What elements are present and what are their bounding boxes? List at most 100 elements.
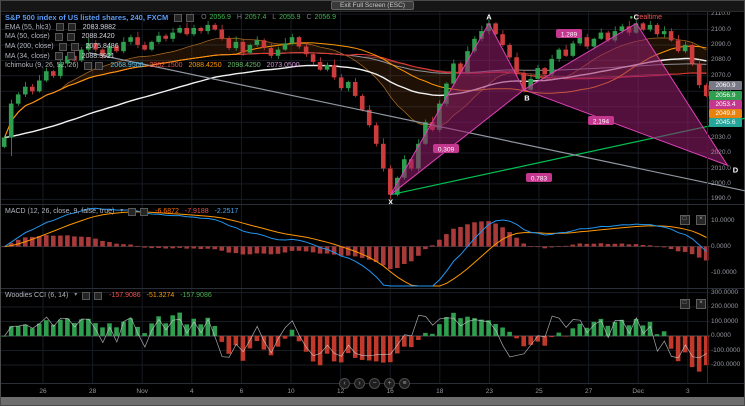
eye-icon[interactable] — [54, 52, 63, 61]
time-axis-label: 27 — [584, 388, 593, 395]
ichimoku-value: 2068.9500 — [110, 62, 144, 70]
indicator-label[interactable]: MA (200, close) — [5, 43, 54, 51]
chevron-down-icon[interactable]: ▾ — [120, 208, 124, 214]
maximize-pane-icon[interactable]: □ — [679, 299, 690, 309]
svg-text:0.783: 0.783 — [531, 176, 548, 183]
eye-icon[interactable] — [83, 61, 92, 70]
indicator-label[interactable]: Ichimoku (9, 26, 52, 26) — [5, 62, 79, 70]
ichimoku-legend-row: Ichimoku (9, 26, 52, 26) 2068.9500 2062.… — [5, 61, 336, 71]
cci-axis-tick: 0.0000 — [711, 332, 731, 339]
price-axis-tick: 2010.0 — [711, 164, 731, 172]
macd-chart-canvas[interactable] — [1, 205, 710, 288]
svg-text:D: D — [733, 165, 739, 174]
time-axis-label: 25 — [535, 388, 543, 395]
eye-icon[interactable] — [58, 42, 67, 51]
cci-chart-canvas[interactable] — [1, 289, 710, 383]
ma34-legend-row: MA (34, close) 2088.3921 — [5, 52, 336, 62]
indicator-label[interactable]: Woodies CCI (6, 14) — [5, 292, 69, 299]
symbol-title[interactable]: S&P 500 index of US listed shares, 240, … — [5, 13, 169, 22]
price-axis-tick: 2100.0 — [711, 25, 731, 33]
macd-legend-row: MACD (12, 26, close, 9, false, true) ▾ -… — [5, 207, 238, 217]
price-axis-tick: 2020.0 — [711, 149, 731, 156]
exit-fullscreen-button[interactable]: Exit Full Screen (ESC) — [330, 1, 415, 10]
cci-legend-row: Woodies CCI (6, 14) ▾ -157.9086 -51.3274… — [5, 291, 212, 301]
low-value: 2055.9 — [279, 14, 301, 21]
svg-text:2.194: 2.194 — [593, 119, 610, 126]
scroll-right-button[interactable]: › — [354, 378, 365, 389]
svg-text:1.289: 1.289 — [561, 32, 578, 39]
close-icon[interactable] — [186, 13, 195, 22]
close-pane-icon[interactable]: × — [696, 299, 706, 309]
high-label: H — [236, 14, 242, 21]
time-axis-label: 26 — [39, 388, 47, 395]
macd-value: -6.6872 — [155, 208, 179, 215]
close-icon[interactable] — [66, 52, 75, 61]
time-axis-label: Dec — [632, 388, 644, 395]
indicator-label[interactable]: EMA (55, hlc3) — [5, 23, 51, 31]
close-icon[interactable] — [67, 23, 76, 32]
close-icon[interactable] — [66, 32, 75, 41]
price-tag: 2060.9 — [709, 81, 742, 90]
indicator-label[interactable]: MACD (12, 26, close, 9, false, true) — [5, 208, 115, 215]
scroll-left-button[interactable]: ‹ — [339, 378, 350, 389]
ichimoku-value: 2073.0500 — [266, 62, 300, 70]
cci-axis-tick: 100.0000 — [711, 317, 739, 325]
eye-icon[interactable] — [82, 291, 91, 300]
svg-text:C: C — [634, 12, 640, 21]
price-chart-canvas[interactable]: X A B C D 1.289 0.309 0.783 2.194 — [1, 11, 745, 207]
indicator-value: 2088.3921 — [81, 52, 115, 60]
price-axis-tick: 2070.0 — [711, 71, 731, 79]
time-axis-label: Nov — [136, 388, 148, 395]
high-value: 2057.4 — [244, 14, 267, 21]
macd-axis-tick: 0.0000 — [711, 242, 731, 250]
price-pane[interactable]: X A B C D 1.289 0.309 0.783 2.194 S&P 500 index … — [1, 11, 745, 207]
cci-pane-controls: □ × — [678, 291, 706, 309]
ichimoku-value: 2088.4250 — [188, 62, 222, 70]
symbol-legend-row: S&P 500 index of US listed shares, 240, … — [5, 13, 336, 23]
eye-icon[interactable] — [55, 23, 64, 32]
price-axis-tick: 2090.0 — [711, 41, 731, 48]
price-axis-tick: 1990.0 — [711, 195, 731, 203]
legend-panel: S&P 500 index of US listed shares, 240, … — [5, 13, 336, 71]
eye-icon[interactable] — [174, 13, 183, 22]
macd-axis-tick: -10.0000 — [711, 268, 737, 276]
close-icon[interactable] — [94, 291, 103, 300]
close-icon[interactable] — [70, 42, 79, 51]
ema55-legend-row: EMA (55, hlc3) 2083.9882 — [5, 23, 336, 33]
cci-axis-tick: 200.0000 — [711, 303, 739, 310]
time-axis-label: 16 — [386, 388, 394, 395]
chevron-down-icon[interactable]: ▾ — [74, 292, 78, 298]
cci-pane[interactable]: Woodies CCI (6, 14) ▾ -157.9086 -51.3274… — [1, 289, 710, 383]
eye-icon[interactable] — [128, 207, 137, 216]
pane-divider[interactable] — [1, 288, 744, 289]
price-axis-tick: 2060.0 — [711, 87, 731, 94]
close-icon[interactable] — [140, 207, 149, 216]
realtime-dot-icon: ● — [629, 15, 634, 21]
price-tag: 2045.6 — [709, 118, 742, 127]
price-axis[interactable]: 2110.02100.02090.02080.02070.02060.02050… — [707, 10, 744, 383]
reset-view-button[interactable]: ≡ — [399, 378, 410, 389]
macd-pane[interactable]: MACD (12, 26, close, 9, false, true) ▾ -… — [1, 205, 710, 288]
realtime-status: ● realtime — [630, 14, 662, 21]
time-axis-label: 3 — [685, 388, 690, 395]
time-axis-label: 4 — [189, 388, 194, 395]
close-label: C — [306, 14, 312, 21]
time-axis-label: 18 — [436, 388, 444, 395]
time-axis-label: 23 — [485, 388, 493, 395]
open-label: O — [201, 14, 207, 21]
indicator-label[interactable]: MA (50, close) — [5, 33, 50, 41]
maximize-pane-icon[interactable]: □ — [679, 215, 690, 225]
close-icon[interactable] — [95, 61, 104, 70]
svg-text:A: A — [486, 12, 492, 21]
macd-pane-controls: □ × — [678, 207, 706, 225]
zoom-out-button[interactable]: − — [369, 378, 380, 389]
indicator-label[interactable]: MA (34, close) — [5, 52, 50, 60]
zoom-in-button[interactable]: + — [384, 378, 395, 389]
pane-divider[interactable] — [1, 204, 744, 205]
svg-text:0.309: 0.309 — [438, 147, 455, 154]
price-axis-tick: 2030.0 — [711, 133, 731, 141]
time-axis-label: 12 — [336, 388, 345, 395]
eye-icon[interactable] — [54, 32, 63, 41]
time-axis-label: 6 — [239, 388, 244, 395]
close-pane-icon[interactable]: × — [696, 215, 706, 225]
